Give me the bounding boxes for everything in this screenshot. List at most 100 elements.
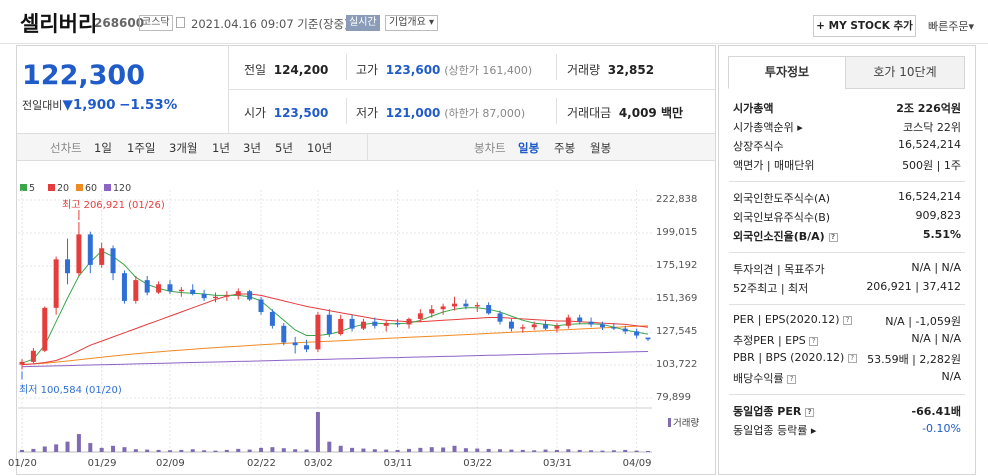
volume-bar [202,450,207,452]
y-tick-label: 103,722 [656,359,698,370]
stock-code: 268600 [94,16,145,30]
current-price: 122,300 [22,60,145,91]
candle-body [463,303,469,307]
candle-body [292,342,298,346]
volume-bar [634,450,639,452]
help-icon[interactable]: ? [809,337,819,346]
info-value: 909,823 [915,209,962,222]
candle-body [53,259,59,308]
candle-body [486,305,492,314]
candle-body [520,327,526,329]
info-value: 16,524,214 [898,138,961,151]
candle-body [133,280,139,301]
candle-body [429,309,435,314]
investment-info-panel [718,45,976,475]
divider [367,134,368,160]
amount-value: 4,009 백만 [618,106,684,120]
tab-weekly[interactable]: 주봉 [554,141,576,155]
low-label: 저가 [356,106,379,120]
help-icon[interactable]: ? [805,408,815,417]
info-key: 외국인한도주식수(A) [733,192,831,205]
info-key: 외국인소진율(B/A) ? [733,228,838,244]
volume-bar [361,448,366,452]
volume-bar [213,450,218,452]
chart-tab-bar [17,133,715,161]
quick-order-button[interactable]: 빠른주문▾ [928,18,974,34]
ma60-line [21,325,649,366]
legend-swatch [48,184,55,191]
info-value: 500원 | 1주 [902,159,961,172]
info-value: N/A | N/A [911,332,961,345]
tab-3year[interactable]: 3년 [243,141,261,155]
x-tick-label: 04/09 [622,458,652,469]
tab-monthly[interactable]: 월봉 [590,141,612,155]
legend-swatch [76,184,83,191]
volume-bar [486,448,491,452]
company-overview-dropdown[interactable]: 기업개요 ▾ [385,15,439,31]
divider [346,54,347,80]
divider [228,45,229,133]
candle-body [304,345,310,350]
candle-body [577,317,583,322]
volume-bar [600,450,605,452]
volume-bar [509,449,514,452]
divider [556,54,557,80]
tab-1year[interactable]: 1년 [212,141,230,155]
info-value: 코스닥 22위 [903,121,961,134]
candle-body [395,323,401,325]
volume-bar [179,449,184,452]
help-icon[interactable]: ? [847,354,857,363]
info-row: 외국인한도주식수(A) 16,524,214 [733,190,961,208]
chart-panel [16,45,716,475]
candle-body [76,234,82,274]
candle-body [110,248,116,274]
add-my-stock-button[interactable]: + MY STOCK 추가 [813,15,916,37]
info-row: 동일업종 PER ? -66.41배 [733,403,961,421]
tab-10year[interactable]: 10년 [307,141,333,155]
volume-bar [452,445,457,452]
upper-limit: (상한가 161,400) [444,64,533,77]
document-icon[interactable] [176,17,185,28]
candle-body [281,325,287,343]
info-key: PER | EPS(2020.12) ? [733,313,853,326]
candle-body [315,314,321,350]
volume-info: 거래량 32,852 [567,61,654,78]
volume-bar [111,445,116,452]
candle-body [178,289,184,292]
low-price: 저가 121,000 (하한가 87,000) [356,104,525,121]
x-tick-label: 01/20 [8,458,37,469]
tab-1day[interactable]: 1일 [94,141,112,155]
tab-line-chart[interactable]: 선차트 [50,141,82,155]
low-value: 121,000 [385,106,441,120]
candle-body [201,293,207,299]
info-row: 배당수익률 ? N/A [733,370,961,388]
info-row: 외국인보유주식수(B) 909,823 [733,209,961,227]
tab-3month[interactable]: 3개월 [169,141,198,155]
volume-bar [577,449,582,452]
candle-body [497,313,503,322]
candle-body [599,324,605,328]
tab-5year[interactable]: 5년 [275,141,293,155]
help-icon[interactable]: ? [828,233,838,242]
x-tick-label: 01/29 [87,458,117,469]
volume-bar [281,448,286,452]
ma20-line [21,293,649,366]
realtime-button[interactable]: 실시간 [346,15,380,31]
tab-candle-chart[interactable]: 봉차트 [474,141,506,155]
volume-value: 32,852 [607,63,655,77]
volume-bar [247,449,252,452]
volume-bar [520,449,525,452]
candle-body [42,307,48,351]
tab-order-book[interactable]: 호가 10단계 [845,56,965,89]
info-row: 투자의견 | 목표주가 N/A | N/A [733,261,961,279]
x-tick-label: 03/11 [383,458,413,469]
tab-investment-info[interactable]: 투자정보 [728,56,846,89]
candle-body [622,328,628,332]
help-icon[interactable]: ? [843,316,853,325]
info-key: 상장주식수 [733,140,784,153]
change-label: 전일대비 [22,99,63,112]
tab-daily[interactable]: 일봉 [518,141,540,155]
help-icon[interactable]: ? [787,375,797,384]
tab-1week[interactable]: 1주일 [127,141,156,155]
volume-bar [65,441,70,452]
